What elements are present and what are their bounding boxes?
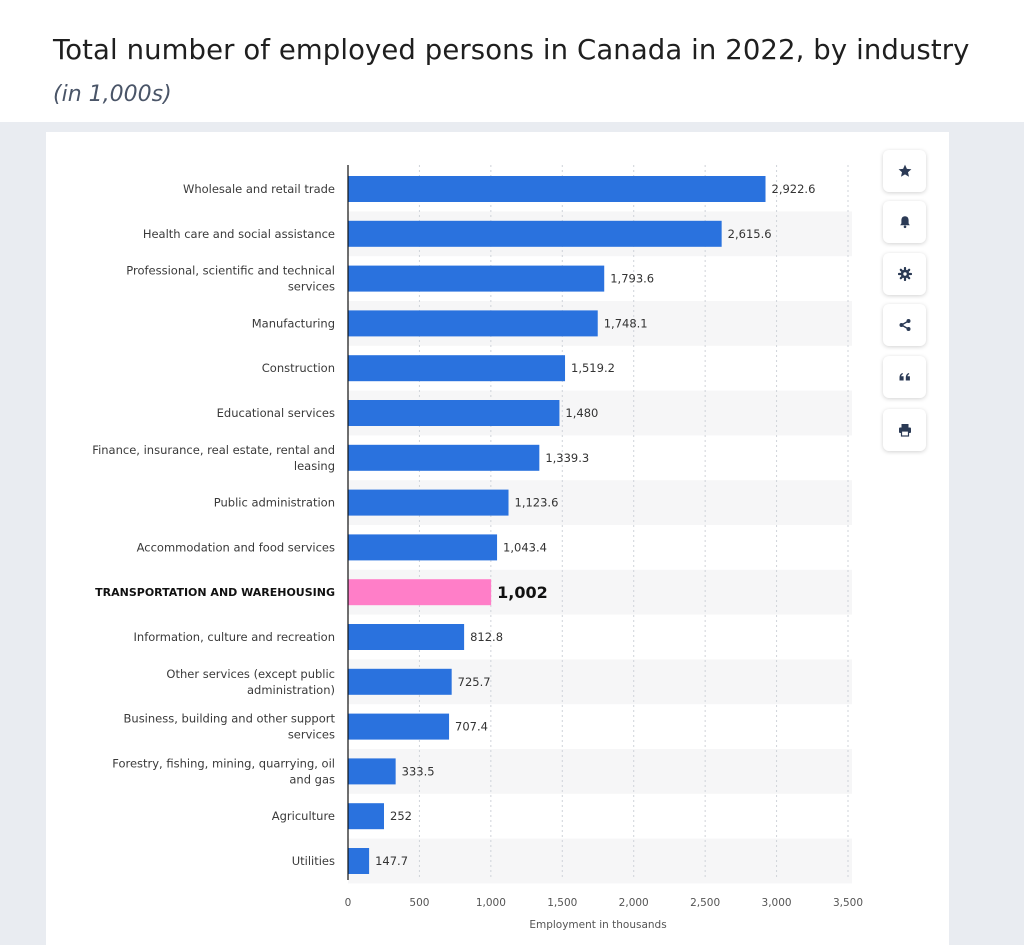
category-label: Professional, scientific and technical bbox=[126, 264, 335, 278]
star-icon bbox=[898, 164, 911, 177]
category-label: services bbox=[288, 280, 335, 294]
row-band bbox=[348, 749, 852, 794]
bar-value-label: 1,519.2 bbox=[571, 361, 615, 375]
row-band bbox=[348, 838, 852, 884]
share-icon bbox=[899, 319, 910, 331]
category-label: Agriculture bbox=[272, 809, 335, 823]
category-label: administration) bbox=[247, 683, 335, 697]
bar bbox=[348, 489, 509, 516]
bar bbox=[348, 713, 450, 740]
category-label: Health care and social assistance bbox=[143, 227, 335, 241]
bar-value-label: 1,002 bbox=[497, 583, 548, 602]
bar bbox=[348, 848, 370, 874]
print-icon bbox=[898, 424, 911, 437]
bar-value-label: 2,922.6 bbox=[772, 182, 816, 196]
cite-button[interactable] bbox=[883, 356, 926, 398]
category-label: Utilities bbox=[292, 854, 335, 868]
category-label: Construction bbox=[262, 361, 335, 375]
category-label: Educational services bbox=[217, 406, 335, 420]
bar-value-label: 1,748.1 bbox=[604, 316, 648, 330]
category-label: Forestry, fishing, mining, quarrying, oi… bbox=[112, 756, 335, 770]
share-button[interactable] bbox=[883, 304, 926, 346]
x-tick-label: 2,000 bbox=[619, 897, 649, 909]
bar-value-label: 1,123.6 bbox=[515, 496, 559, 510]
bar bbox=[348, 758, 396, 785]
x-tick-label: 1,500 bbox=[547, 897, 577, 909]
category-label: Public administration bbox=[214, 496, 335, 510]
bar-value-label: 812.8 bbox=[470, 630, 503, 644]
category-label: Business, building and other support bbox=[124, 712, 336, 726]
bar bbox=[348, 579, 492, 606]
category-label: leasing bbox=[294, 459, 335, 473]
settings-button[interactable] bbox=[883, 253, 926, 295]
bar-value-label: 1,480 bbox=[565, 406, 598, 420]
bar bbox=[348, 400, 560, 426]
bar-chart: 0 500 1,000 1,500 2,000 2,500 3,000 3,500 Employ… bbox=[92, 165, 863, 931]
bar-value-label: 252 bbox=[390, 809, 412, 823]
gear-icon bbox=[897, 267, 912, 281]
bar-value-label: 1,043.4 bbox=[503, 540, 547, 554]
category-label: services bbox=[288, 728, 335, 742]
bar-value-label: 147.7 bbox=[375, 854, 408, 868]
bar-value-label: 1,793.6 bbox=[610, 272, 654, 286]
print-button[interactable] bbox=[883, 409, 926, 451]
bar bbox=[348, 310, 598, 337]
bar bbox=[348, 176, 766, 202]
page-subtitle: (in 1,000s) bbox=[53, 82, 172, 107]
category-label: and gas bbox=[289, 772, 335, 786]
favorite-button[interactable] bbox=[883, 150, 926, 192]
bar-value-label: 707.4 bbox=[455, 720, 488, 734]
bar bbox=[348, 668, 452, 695]
x-axis-label: Employment in thousands bbox=[529, 919, 666, 931]
bar bbox=[348, 534, 498, 561]
bar bbox=[348, 803, 384, 830]
category-label: Information, culture and recreation bbox=[134, 630, 335, 644]
bar bbox=[348, 624, 465, 650]
category-label: Finance, insurance, real estate, rental … bbox=[92, 443, 335, 457]
page-title: Total number of employed persons in Cana… bbox=[53, 34, 970, 66]
category-label: TRANSPORTATION AND WAREHOUSING bbox=[95, 586, 335, 599]
page-header: Total number of employed persons in Cana… bbox=[0, 0, 1024, 122]
quote-icon bbox=[899, 373, 910, 381]
notification-button[interactable] bbox=[883, 201, 926, 243]
bar-value-label: 2,615.6 bbox=[728, 227, 772, 241]
bar bbox=[348, 355, 566, 382]
bell-icon bbox=[899, 216, 910, 229]
chart-card: 0 500 1,000 1,500 2,000 2,500 3,000 3,500 Employ… bbox=[46, 132, 949, 945]
bar-value-label: 725.7 bbox=[458, 675, 491, 689]
x-tick-label: 1,000 bbox=[476, 897, 506, 909]
bar bbox=[348, 444, 540, 471]
x-tick-label: 2,500 bbox=[690, 897, 720, 909]
category-label: Accommodation and food services bbox=[137, 540, 335, 554]
bar-value-label: 1,339.3 bbox=[545, 451, 589, 465]
bar-value-label: 333.5 bbox=[402, 764, 435, 778]
x-tick-label: 3,000 bbox=[762, 897, 792, 909]
bar bbox=[348, 265, 605, 292]
category-label: Other services (except public bbox=[166, 667, 335, 681]
x-tick-label: 500 bbox=[409, 897, 429, 909]
category-label: Wholesale and retail trade bbox=[183, 182, 335, 196]
x-tick-label: 0 bbox=[345, 897, 352, 909]
x-tick-label: 3,500 bbox=[833, 897, 863, 909]
category-label: Manufacturing bbox=[252, 316, 335, 330]
bar bbox=[348, 220, 722, 247]
